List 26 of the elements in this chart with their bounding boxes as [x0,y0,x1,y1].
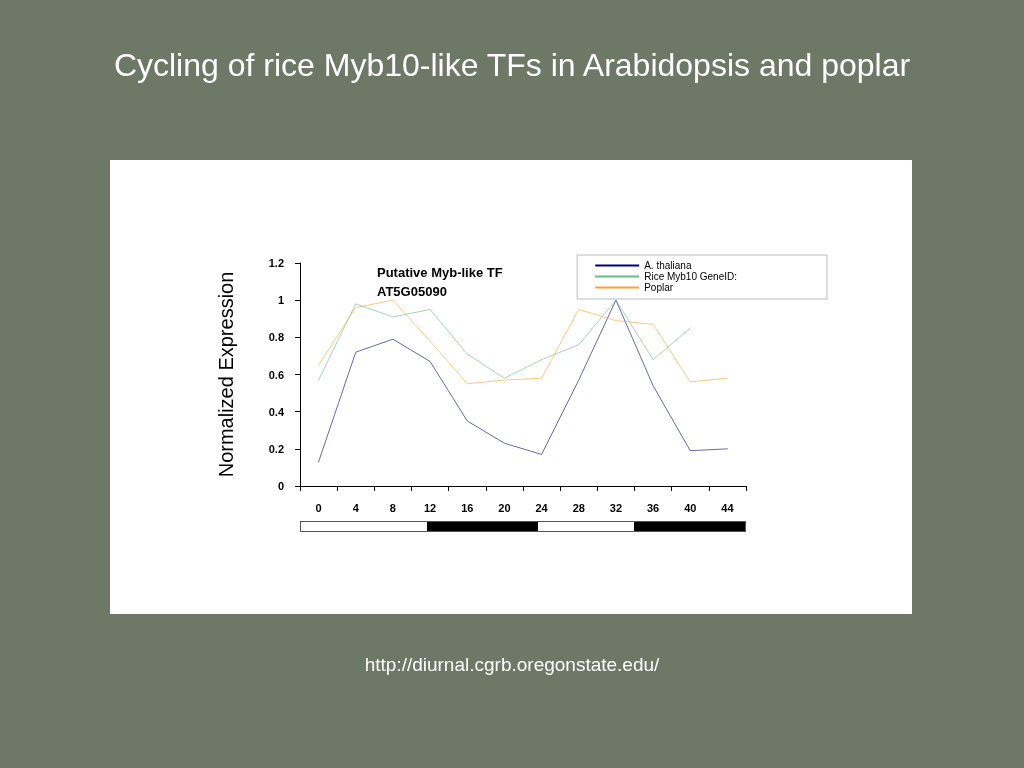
x-tick-label: 16 [461,501,474,514]
y-tick-label: 0 [277,480,284,492]
y-tick-label: 1.2 [268,257,284,269]
x-tick-label: 8 [389,501,396,514]
x-tick-label: 36 [646,501,660,514]
x-tick-label: 44 [721,501,735,514]
x-tick-label: 4 [352,501,360,514]
y-tick-label: 0.8 [268,331,284,344]
chart-title: Cycling of rice Myb10-like TFs in Arabidopsis and poplar [113,47,911,83]
y-tick-label: 0.6 [268,368,284,381]
y-tick-label: 0.4 [268,405,285,418]
legend-label: Poplar [644,282,674,293]
legend-label: Rice Myb10 GeneID: [644,271,738,282]
y-tick-label: 0.2 [268,442,284,455]
text: http://diurnal.cgrb.oregonstate.edu/ [364,654,661,675]
text: Putative Myb-like TF AT5G05090 [377,265,503,299]
x-tick-label: 40 [684,501,697,514]
y-tick-label: 1 [277,294,284,307]
x-tick-label: 24 [535,501,549,514]
x-tick-label: 32 [609,501,623,514]
x-tick-label: 0 [315,501,322,514]
x-tick-label: 20 [498,501,511,514]
y-axis-title: Normalized Expression [215,271,237,478]
legend-label: A. thaliana [644,260,692,271]
x-tick-label: 12 [423,501,437,514]
x-tick-label: 28 [572,501,585,514]
